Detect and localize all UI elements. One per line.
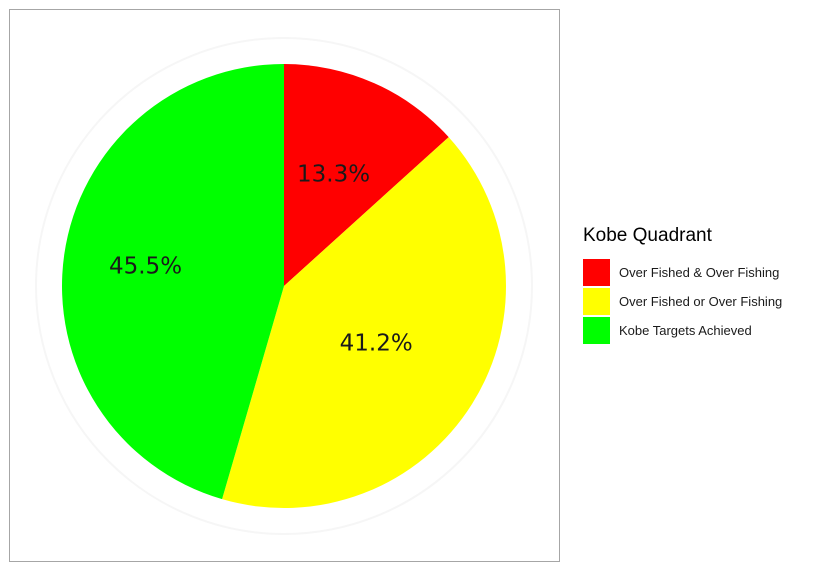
legend-label: Over Fished & Over Fishing: [619, 265, 780, 280]
slice-label-over-fished-or-over-fishing: 41.2%: [340, 331, 413, 357]
pie-slice-kobe-targets-achieved: [61, 64, 285, 500]
pie-slice-over-fished-or-over-fishing: [222, 137, 507, 509]
legend-label: Over Fished or Over Fishing: [619, 294, 783, 309]
legend-item-kobe-targets-achieved: Kobe Targets Achieved: [583, 316, 834, 345]
slice-label-kobe-targets-achieved: 45.5%: [109, 253, 182, 279]
legend-title: Kobe Quadrant: [583, 225, 712, 246]
legend: Kobe Quadrant Over Fished & Over Fishing…: [583, 224, 834, 345]
legend-swatch: [583, 317, 610, 344]
legend-item-over-fished-and-over-fishing: Over Fished & Over Fishing: [583, 258, 834, 287]
slice-label-over-fished-and-over-fishing: 13.3%: [297, 161, 370, 187]
legend-items: Over Fished & Over Fishing Over Fished or…: [583, 258, 834, 345]
legend-swatch: [583, 259, 610, 286]
legend-swatch: [583, 288, 610, 315]
legend-label: Kobe Targets Achieved: [619, 323, 752, 338]
legend-item-over-fished-or-over-fishing: Over Fished or Over Fishing: [583, 287, 834, 316]
pie-slice-over-fished-and-over-fishing: [284, 64, 449, 286]
pie-slice-labels: 13.3% 41.2% 45.5%: [109, 161, 413, 356]
pie-slices: [61, 64, 507, 509]
pie-chart: 13.3% 41.2% 45.5%: [35, 37, 533, 535]
pie-outline-ring: [35, 37, 533, 535]
